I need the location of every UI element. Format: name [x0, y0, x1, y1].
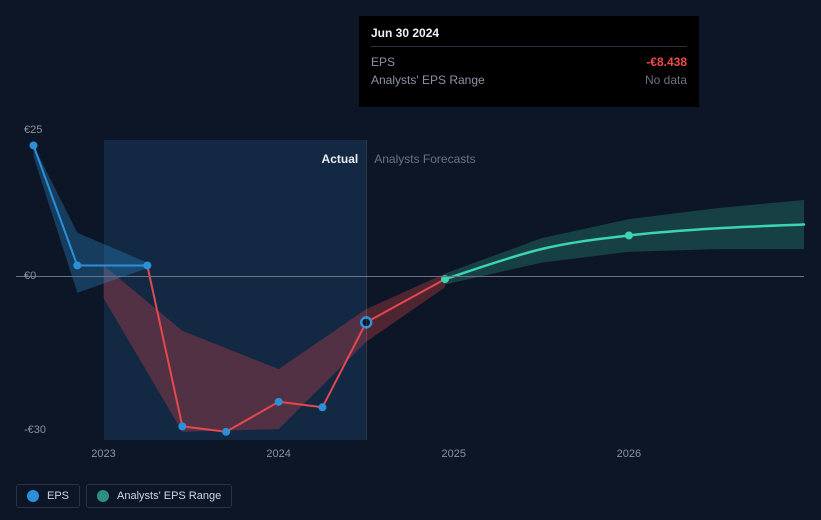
tooltip-key: EPS: [371, 55, 395, 69]
y-axis-label: €0: [24, 270, 36, 282]
legend-label: EPS: [47, 490, 69, 502]
tooltip-key: Analysts' EPS Range: [371, 73, 485, 87]
y-axis-label: -€30: [24, 424, 46, 436]
eps-chart: €25 €0 -€30 Actual Analysts Forecasts: [16, 140, 804, 440]
region-divider: [366, 140, 367, 440]
tooltip-title: Jun 30 2024: [371, 26, 687, 47]
x-axis-label: 2023: [91, 448, 115, 460]
chart-tooltip: Jun 30 2024 EPS -€8.438 Analysts' EPS Ra…: [359, 16, 699, 107]
legend-label: Analysts' EPS Range: [117, 490, 221, 502]
region-label-forecast: Analysts Forecasts: [374, 152, 475, 166]
x-axis-label: 2025: [442, 448, 466, 460]
legend-swatch-icon: [97, 490, 109, 502]
zero-gridline: [16, 276, 804, 277]
chart-legend: EPS Analysts' EPS Range: [16, 484, 232, 508]
x-axis-label: 2024: [266, 448, 290, 460]
tooltip-value: -€8.438: [646, 55, 687, 69]
region-label-actual: Actual: [322, 152, 359, 166]
tooltip-value: No data: [645, 73, 687, 87]
y-axis-label: €25: [24, 124, 42, 136]
tooltip-row: EPS -€8.438: [371, 53, 687, 71]
legend-item-eps[interactable]: EPS: [16, 484, 80, 508]
legend-swatch-icon: [27, 490, 39, 502]
legend-item-analysts-range[interactable]: Analysts' EPS Range: [86, 484, 232, 508]
plot-area[interactable]: €25 €0 -€30 Actual Analysts Forecasts: [16, 140, 804, 440]
plot-svg: [16, 140, 804, 440]
tooltip-row: Analysts' EPS Range No data: [371, 71, 687, 89]
x-axis-label: 2026: [617, 448, 641, 460]
